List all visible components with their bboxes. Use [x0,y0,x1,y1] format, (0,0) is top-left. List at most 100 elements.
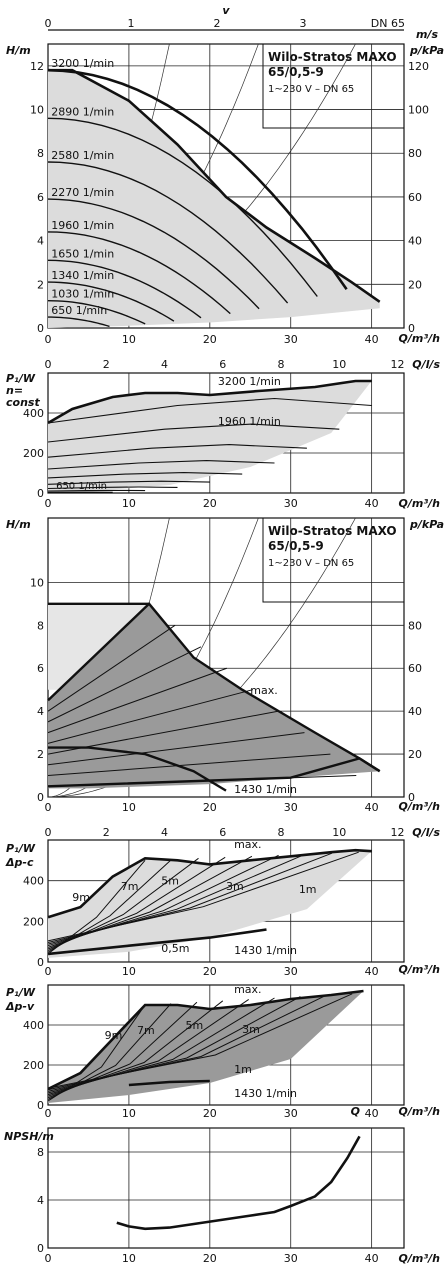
power-dpv-ylabel: P₁/W [6,986,36,999]
qh-dpc-low-curve [47,757,381,788]
power-speed-label-2: 650 1/min [56,481,107,492]
power-dpv-label-3: 5m [186,1019,204,1032]
p1-ytick-6: 12 [30,60,44,73]
qh-dpc-title-line3: 1~230 V – DN 65 [268,558,354,569]
qh-title-box: Wilo-Stratos MAXO 65/0,5-9 1~230 V – DN … [262,43,405,129]
power-speed-area [48,381,372,493]
power-dpc-x2tick-6: 12 [391,826,405,839]
p4-ytick-0: 0 [37,956,44,969]
power-dpc-xtick-3: 30 [284,965,298,978]
p2-ytick-0: 0 [37,487,44,500]
power-dpv-label-6: 1430 1/min [234,1087,297,1100]
velocity-tick-0: 0 [45,17,52,30]
qh-speed-xlabel: Q/m³/h [399,332,441,345]
speed-curve-label-1: 2890 1/min [51,105,114,118]
power-dpc-x2label: Q/l/s [412,826,440,839]
speed-curve-3 [47,198,260,310]
qh-speed-ylabel: H/m [6,44,31,57]
power-speed-curve-2 [47,444,307,458]
power-speed-ylabel: P₁/W [6,372,36,385]
power-dpv-label-0: max. [234,983,261,996]
p1-ytick-3: 6 [37,191,44,204]
speed-curve-4 [47,231,231,315]
p3-y2tick-2: 40 [408,705,422,718]
velocity-tick-3: 3 [300,17,307,30]
power-dpc-label-2: 7m [121,880,139,893]
power-speed-x2tick-2: 4 [161,358,168,371]
power-speed-x2tick-6: 12 [391,358,405,371]
power-dpc-xtick-2: 20 [203,965,217,978]
p3-ytick-5: 10 [30,576,44,589]
power-dpv-xtick-2: 20 [203,1107,217,1120]
power-speed-x2label: Q/l/s [412,358,440,371]
speed-curve-label-3: 2270 1/min [51,186,114,199]
power-dpc-xtick-0: 0 [45,965,52,978]
p5-frame [47,984,405,1106]
qh-dpc-y2label: p/kPa [409,518,444,531]
power-speed-curve-6 [47,486,178,490]
power-speed-x2tick-1: 2 [103,358,110,371]
power-dpv-xlabel: Q/m³/h [399,1105,441,1118]
speed-curve-label-5: 1650 1/min [51,247,114,260]
power-speed-ylabel2: n= [6,384,23,397]
power-dpc-label-6: 0,5m [161,942,189,955]
speed-curve-5 [47,259,202,319]
npsh-xtick-4: 40 [365,1252,379,1265]
p3-ytick-4: 8 [37,619,44,632]
qh-title-line3: 1~230 V – DN 65 [268,84,354,95]
power-dpc-label-5: 1m [299,883,317,896]
p3-y2tick-0: 0 [408,791,415,804]
power-dpv-curve-8 [47,993,353,1089]
power-dpc-x2tick-1: 2 [103,826,110,839]
power-dpc-curve-7 [47,852,333,943]
qh-dpc-label-max: max. [250,684,277,697]
power-speed-x2tick-5: 10 [332,358,346,371]
dpc-line-2 [47,753,331,777]
p1-y2tick-0: 0 [408,322,415,335]
npsh-xtick-3: 30 [284,1252,298,1265]
qh-dpc-min-curve [48,746,227,792]
qh-dpc-panel: H/m p/kPa Q/m³/h Wilo-Stratos MAXO 65/0,… [6,517,444,814]
p6-ytick-0: 0 [37,1242,44,1255]
power-speed-curve-0 [47,397,372,424]
velocity-axis: v 0 1 2 3 DN 65 m/s [45,4,439,41]
npsh-curve [116,1135,361,1231]
qh-dpc-ylabel: H/m [6,518,31,531]
p1-y2tick-1: 20 [408,278,422,291]
power-dpc-xtick-4: 40 [365,965,379,978]
power-speed-x2tick-3: 6 [219,358,226,371]
power-speed-curve-4 [47,472,243,479]
power-speed-label-1: 1960 1/min [218,415,281,428]
power-dpv-curve-7 [47,994,327,1091]
p6-ytick-2: 8 [37,1146,44,1159]
p1-ytick-2: 4 [37,235,44,248]
power-dpc-label-4: 3m [226,880,244,893]
qh-dpc-label-min: 1430 1/min [234,783,297,796]
npsh-xtick-0: 0 [45,1252,52,1265]
power-dpc-xlabel: Q/m³/h [399,963,441,976]
qh-speed-xtick-4: 40 [365,333,379,346]
power-speed-curve-5 [47,480,210,485]
p4-ytick-1: 200 [23,915,44,928]
npsh-xtick-2: 20 [203,1252,217,1265]
speed-curve-label-7: 1030 1/min [51,288,114,301]
power-dpv-xtick-3: 30 [284,1107,298,1120]
p1-y2tick-5: 100 [408,104,429,117]
power-dpv-label-2: 7m [137,1024,155,1037]
dpc-line-8 [47,624,176,712]
power-dpv-max-curve [47,989,364,1091]
speed-curve-6 [47,281,175,322]
power-speed-ylabel3: const [6,396,40,409]
p3-ytick-1: 2 [37,748,44,761]
velocity-tick-dn: DN 65 [371,17,405,30]
p3-y2tick-3: 60 [408,662,422,675]
p5-ytick-2: 400 [23,1019,44,1032]
npsh-xtick-1: 10 [122,1252,136,1265]
p1-y2tick-6: 120 [408,60,429,73]
qh-speed-xtick-1: 10 [122,333,136,346]
qh-speed-xtick-0: 0 [45,333,52,346]
qh-speed-xtick-3: 30 [284,333,298,346]
power-dpc-max-curve [47,848,372,919]
